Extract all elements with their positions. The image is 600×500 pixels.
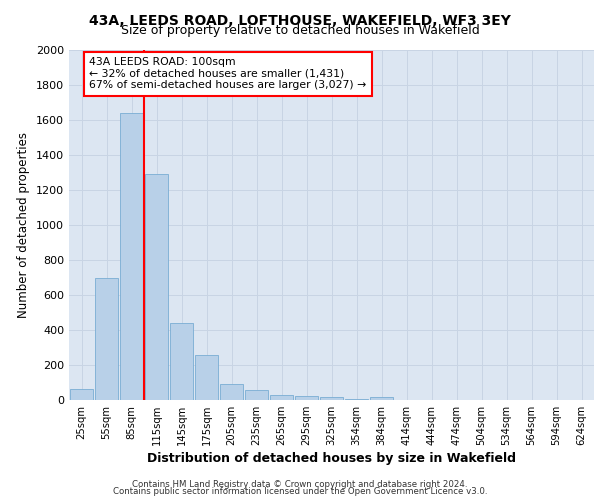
Bar <box>95 278 118 400</box>
Text: 43A LEEDS ROAD: 100sqm
← 32% of detached houses are smaller (1,431)
67% of semi-: 43A LEEDS ROAD: 100sqm ← 32% of detached… <box>89 57 366 90</box>
Bar <box>345 398 368 400</box>
Bar <box>170 323 193 400</box>
X-axis label: Distribution of detached houses by size in Wakefield: Distribution of detached houses by size … <box>147 452 516 465</box>
Text: 43A, LEEDS ROAD, LOFTHOUSE, WAKEFIELD, WF3 3EY: 43A, LEEDS ROAD, LOFTHOUSE, WAKEFIELD, W… <box>89 14 511 28</box>
Bar <box>195 356 218 400</box>
Bar <box>370 398 393 400</box>
Text: Size of property relative to detached houses in Wakefield: Size of property relative to detached ho… <box>121 24 479 37</box>
Bar <box>245 390 268 400</box>
Text: Contains HM Land Registry data © Crown copyright and database right 2024.: Contains HM Land Registry data © Crown c… <box>132 480 468 489</box>
Bar <box>220 384 243 400</box>
Bar <box>320 398 343 400</box>
Bar <box>145 174 168 400</box>
Bar <box>295 396 318 400</box>
Bar <box>70 388 93 400</box>
Bar <box>120 113 143 400</box>
Y-axis label: Number of detached properties: Number of detached properties <box>17 132 31 318</box>
Bar <box>270 395 293 400</box>
Text: Contains public sector information licensed under the Open Government Licence v3: Contains public sector information licen… <box>113 487 487 496</box>
